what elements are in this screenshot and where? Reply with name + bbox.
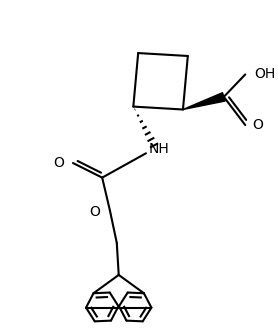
Text: O: O bbox=[89, 205, 100, 219]
Text: O: O bbox=[252, 118, 263, 132]
Polygon shape bbox=[183, 93, 225, 110]
Text: OH: OH bbox=[254, 68, 275, 81]
Text: NH: NH bbox=[148, 142, 169, 156]
Text: O: O bbox=[53, 156, 64, 170]
